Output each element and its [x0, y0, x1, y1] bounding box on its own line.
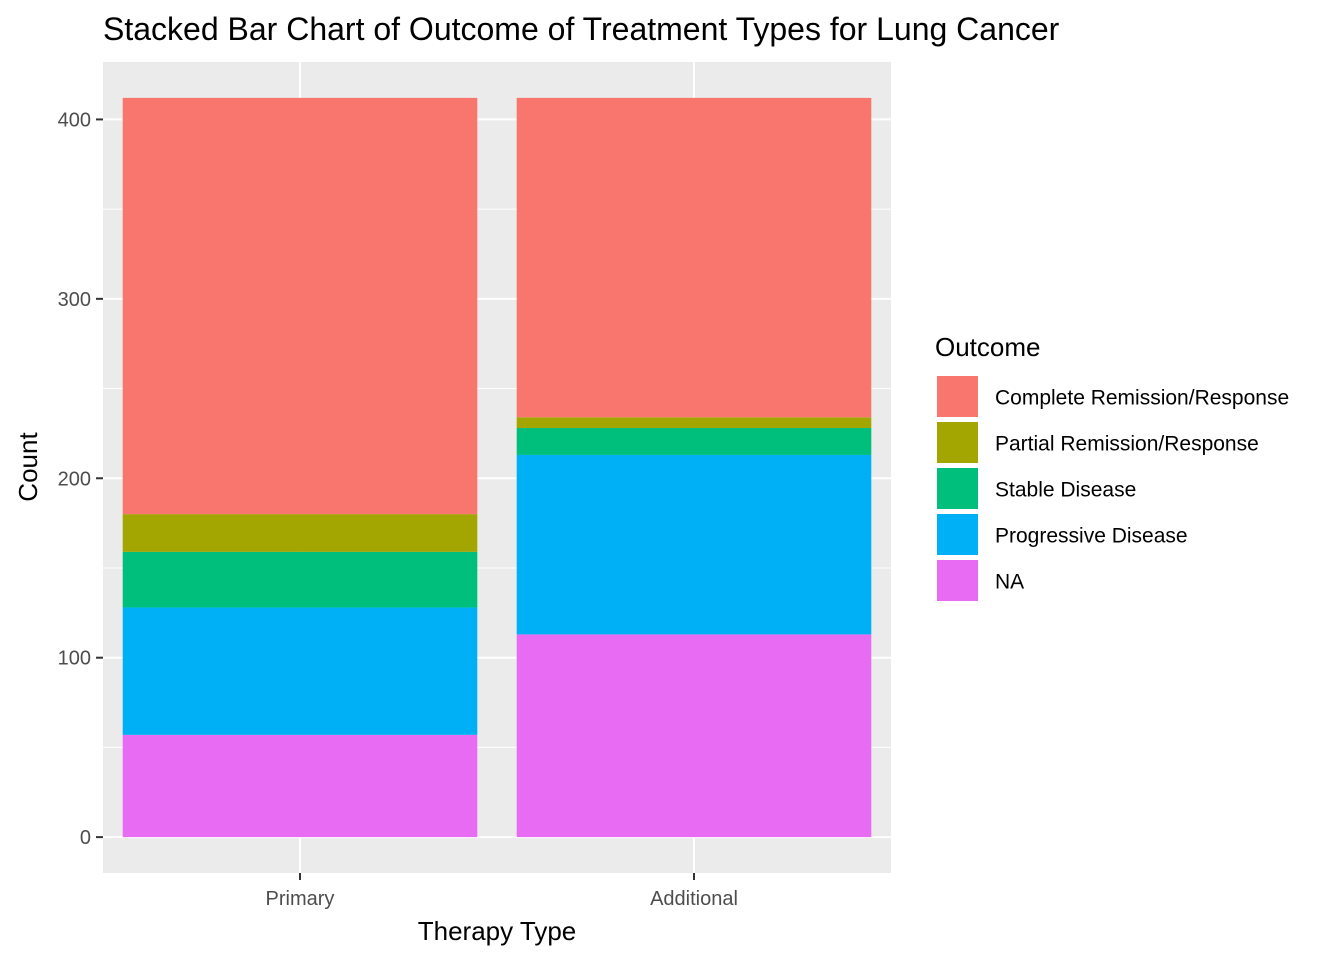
- bar-segment: [122, 734, 478, 838]
- chart-title: Stacked Bar Chart of Outcome of Treatmen…: [103, 11, 1060, 47]
- x-axis: Primary Additional: [266, 873, 738, 910]
- y-tick-label: 100: [58, 648, 91, 670]
- x-tick-label: Primary: [266, 888, 335, 910]
- y-tick-label: 400: [58, 109, 91, 131]
- bar-segment: [122, 97, 478, 515]
- legend-key: [935, 374, 980, 419]
- bars-layer: [122, 97, 872, 838]
- legend-key: [935, 420, 980, 465]
- legend-key: [935, 512, 980, 557]
- legend-label: NA: [995, 571, 1024, 594]
- bar-segment: [516, 97, 872, 418]
- x-axis-title: Therapy Type: [418, 916, 577, 946]
- legend: Outcome Complete Remission/Response Parti…: [935, 332, 1289, 603]
- y-tick-label: 300: [58, 289, 91, 311]
- bar-segment: [122, 514, 478, 552]
- bar-segment: [122, 551, 478, 608]
- legend-key: [935, 558, 980, 603]
- legend-label: Complete Remission/Response: [995, 387, 1289, 410]
- bar-segment: [516, 634, 872, 838]
- y-tick-label: 0: [80, 827, 91, 849]
- y-axis: 0 100 200 300 400: [58, 109, 103, 849]
- bar-segment: [122, 607, 478, 735]
- bar-segment: [516, 454, 872, 635]
- bar-segment: [516, 428, 872, 455]
- legend-key: [935, 466, 980, 511]
- legend-title: Outcome: [935, 332, 1041, 362]
- y-tick-label: 200: [58, 468, 91, 490]
- x-tick-label: Additional: [650, 888, 738, 910]
- legend-label: Stable Disease: [995, 479, 1136, 502]
- y-axis-title: Count: [13, 432, 43, 502]
- legend-label: Progressive Disease: [995, 525, 1188, 548]
- legend-label: Partial Remission/Response: [995, 433, 1259, 456]
- bar-segment: [516, 417, 872, 429]
